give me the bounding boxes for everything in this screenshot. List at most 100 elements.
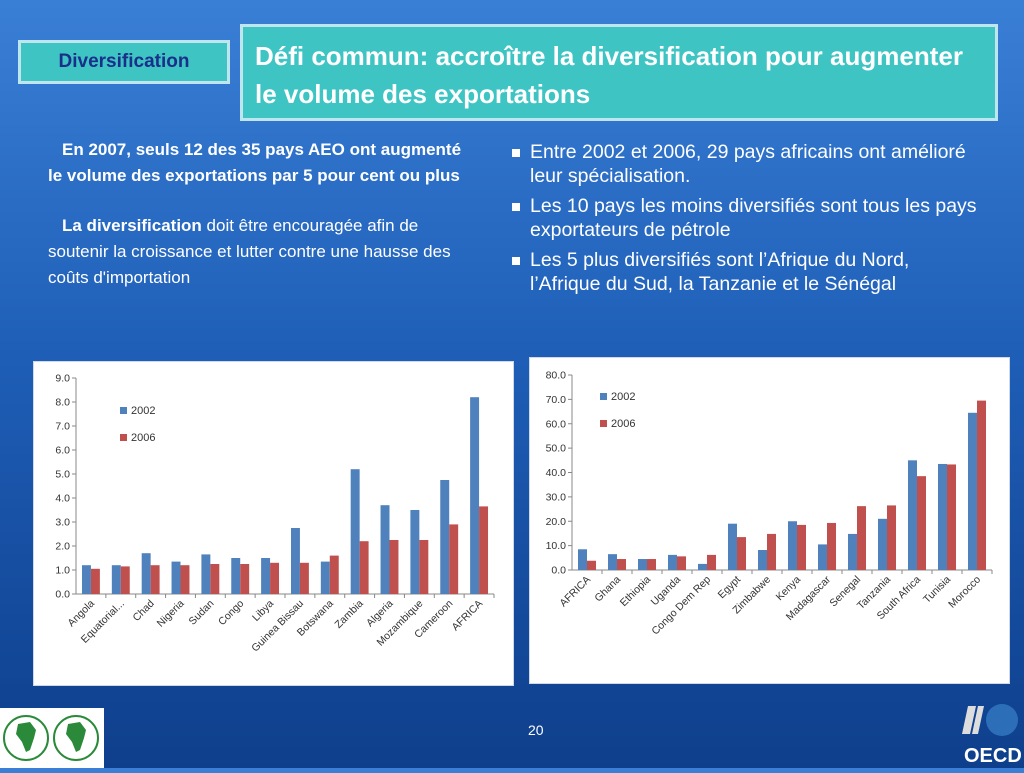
bullet-item: Entre 2002 et 2006, 29 pays africains on…	[510, 140, 980, 188]
x-tick-label: Congo	[216, 598, 246, 628]
y-tick-label: 0.0	[55, 589, 70, 601]
bar-2002	[578, 549, 587, 570]
legend-swatch	[600, 393, 607, 400]
bar-2006	[389, 540, 399, 594]
y-tick-label: 70.0	[546, 394, 567, 406]
bar-2006	[210, 564, 220, 594]
y-tick-label: 50.0	[546, 443, 567, 455]
bar-2006	[479, 506, 489, 594]
bar-2006	[270, 562, 280, 594]
bar-2002	[938, 463, 947, 570]
y-tick-label: 6.0	[55, 445, 70, 457]
x-tick-label: AFRICA	[449, 598, 485, 634]
left-paragraph-2-text: doit être encouragée afin de soutenir la…	[48, 216, 451, 287]
x-tick-label: Egypt	[716, 574, 744, 602]
y-tick-label: 4.0	[55, 493, 70, 505]
bar-2002	[698, 563, 707, 570]
bar-2006	[917, 476, 926, 570]
bullet-item: Les 10 pays les moins diversifiés sont t…	[510, 194, 980, 242]
bar-2006	[977, 400, 986, 570]
bar-2002	[410, 510, 420, 594]
bar-2002	[968, 412, 977, 570]
bar-2006	[857, 506, 866, 570]
y-tick-label: 2.0	[55, 541, 70, 553]
bar-2006	[947, 464, 956, 570]
bar-2006	[329, 555, 339, 594]
bar-2002	[111, 565, 121, 594]
x-tick-label: AFRICA	[557, 574, 593, 610]
bar-2002	[201, 554, 211, 594]
y-tick-label: 5.0	[55, 469, 70, 481]
bullet-item: Les 5 plus diversifiés sont l’Afrique du…	[510, 248, 980, 296]
bar-2002	[320, 561, 330, 594]
bar-2006	[587, 560, 596, 570]
bar-2006	[449, 524, 459, 594]
bar-2006	[737, 537, 746, 570]
legend-label: 2006	[131, 432, 155, 444]
bar-2006	[887, 505, 896, 570]
bar-2006	[767, 533, 776, 570]
bar-2002	[290, 528, 300, 594]
bar-2006	[707, 554, 716, 570]
bullet-text: Les 10 pays les moins diversifiés sont t…	[530, 195, 977, 241]
bar-2006	[359, 541, 369, 594]
left-paragraph-1: En 2007, seuls 12 des 35 pays AEO ont au…	[48, 137, 473, 189]
x-tick-label: Morocco	[946, 574, 983, 611]
legend-label: 2002	[131, 405, 155, 417]
bar-2002	[470, 397, 480, 594]
y-tick-label: 1.0	[55, 565, 70, 577]
bar-2002	[231, 558, 241, 594]
chart-right-svg: 0.0 10.0 20.0 30.0 40.0 50.0 60.0 70.0 80.0 AFRIC…	[546, 370, 993, 637]
bar-2002	[638, 559, 647, 570]
left-paragraph-2: La diversification doit être encouragée …	[48, 213, 473, 291]
y-tick-label: 10.0	[546, 540, 567, 552]
bullet-list: Entre 2002 et 2006, 29 pays africains on…	[510, 140, 980, 302]
legend-label: 2006	[611, 418, 635, 430]
bar-2006	[180, 565, 190, 594]
y-tick-label: 60.0	[546, 418, 567, 430]
chart-left: 0.0 1.0 2.0 3.0 4.0 5.0 6.0 7.0 8.0 9.0 Angola Equa…	[33, 361, 514, 686]
x-tick-label: Ethiopia	[618, 574, 653, 609]
x-tick-label: Nigeria	[155, 598, 187, 630]
legend-swatch	[120, 407, 127, 414]
bar-2002	[608, 554, 617, 570]
chart-right: 0.0 10.0 20.0 30.0 40.0 50.0 60.0 70.0 80.0 AFRIC…	[529, 357, 1010, 684]
bullet-text: Les 5 plus diversifiés sont l’Afrique du…	[530, 249, 910, 295]
y-tick-label: 3.0	[55, 517, 70, 529]
bar-2002	[171, 561, 181, 594]
left-paragraph-1-text: En 2007, seuls 12 des 35 pays AEO ont au…	[48, 140, 462, 185]
y-tick-label: 8.0	[55, 397, 70, 409]
bar-2002	[350, 469, 360, 594]
x-tick-label: Zambia	[333, 598, 366, 631]
bar-2002	[380, 505, 390, 594]
legend-label: 2002	[611, 391, 635, 403]
x-tick-label: Guinea Bissau	[249, 598, 306, 655]
x-tick-label: Chad	[131, 598, 157, 624]
y-tick-label: 80.0	[546, 370, 567, 382]
y-tick-label: 30.0	[546, 491, 567, 503]
bar-2006	[647, 559, 656, 570]
chart-left-svg: 0.01.02.03.04.05.06.07.08.09.0AngolaEqua…	[55, 373, 495, 655]
section-badge-label: Diversification	[58, 51, 190, 72]
bullet-text: Entre 2002 et 2006, 29 pays africains on…	[530, 141, 966, 187]
bar-2006	[827, 522, 836, 570]
slide-title: Défi commun: accroître la diversificatio…	[240, 24, 998, 121]
section-badge: Diversification	[18, 40, 230, 84]
oecd-logo: OECD	[958, 700, 1024, 768]
y-tick-label: 20.0	[546, 516, 567, 528]
afdb-logos	[0, 708, 104, 768]
bar-2006	[797, 524, 806, 570]
y-tick-label: 9.0	[55, 373, 70, 385]
bar-2002	[668, 554, 677, 570]
page-number: 20	[528, 722, 544, 738]
oecd-logo-icon: OECD	[962, 704, 1022, 767]
bar-2006	[90, 568, 100, 594]
bar-2006	[677, 556, 686, 570]
legend-swatch	[120, 434, 127, 441]
bar-2002	[848, 533, 857, 570]
left-text-block: En 2007, seuls 12 des 35 pays AEO ont au…	[48, 137, 473, 315]
bullet-square-icon	[512, 257, 520, 265]
legend-swatch	[600, 420, 607, 427]
bar-2002	[788, 521, 797, 570]
bar-2002	[81, 565, 91, 594]
